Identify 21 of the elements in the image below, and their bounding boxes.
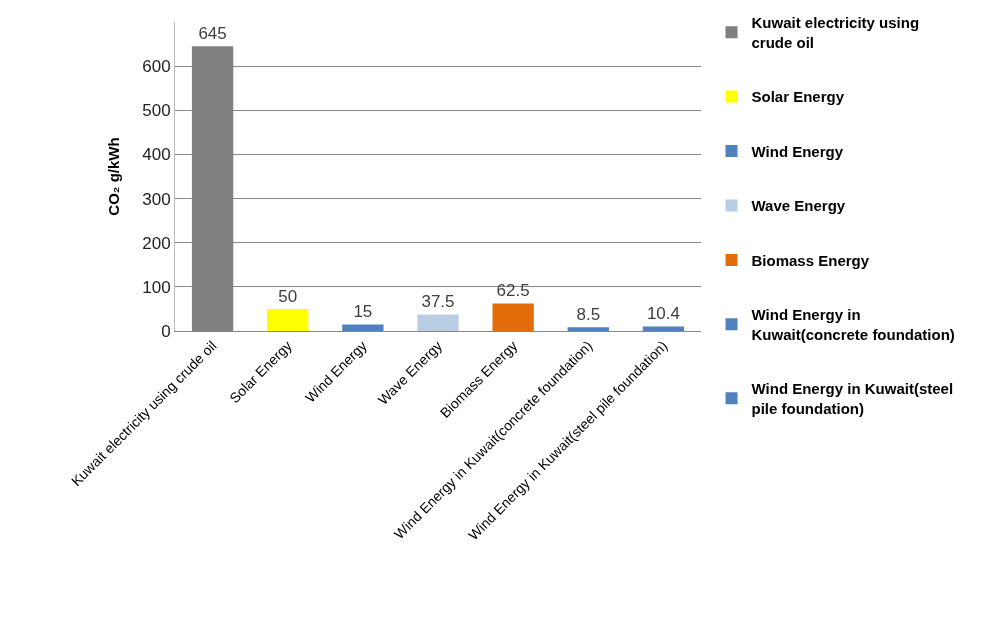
data-label: 37.5 (421, 292, 455, 312)
legend-label: Biomass Energy (751, 251, 870, 269)
legend-label: Wave Energy (751, 197, 846, 215)
legend-label: Solar Energy (751, 88, 845, 106)
data-label: 8.5 (576, 305, 601, 325)
data-label: 10.4 (646, 304, 680, 324)
legend-label: Wind Energy (751, 142, 844, 160)
y-axis-title: CO₂ g/kWh (105, 137, 123, 216)
y-tick-label: 600 (142, 57, 171, 77)
y-tick-label: 100 (142, 277, 171, 297)
y-tick-label: 200 (142, 233, 171, 253)
data-label: 645 (198, 24, 227, 44)
y-tick-label: 500 (142, 101, 171, 121)
data-label: 15 (353, 302, 373, 322)
y-tick-label: 300 (142, 189, 171, 209)
y-tick-label: 0 (161, 321, 171, 341)
data-label: 62.5 (496, 281, 530, 301)
data-label: 50 (278, 286, 298, 306)
legend-label: Wind Energy in Kuwait(concrete foundation) (751, 306, 955, 343)
legend-label: Kuwait electricity using crude oil (751, 14, 920, 51)
y-tick-label: 400 (142, 145, 171, 165)
